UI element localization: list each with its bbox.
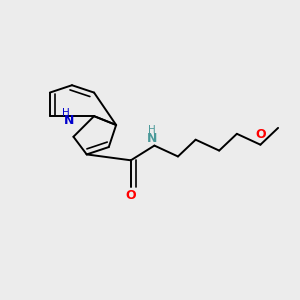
Text: H: H	[62, 108, 70, 118]
Text: N: N	[64, 114, 74, 127]
Text: O: O	[255, 128, 266, 142]
Text: H: H	[148, 125, 156, 135]
Text: N: N	[147, 132, 157, 145]
Text: O: O	[125, 188, 136, 202]
